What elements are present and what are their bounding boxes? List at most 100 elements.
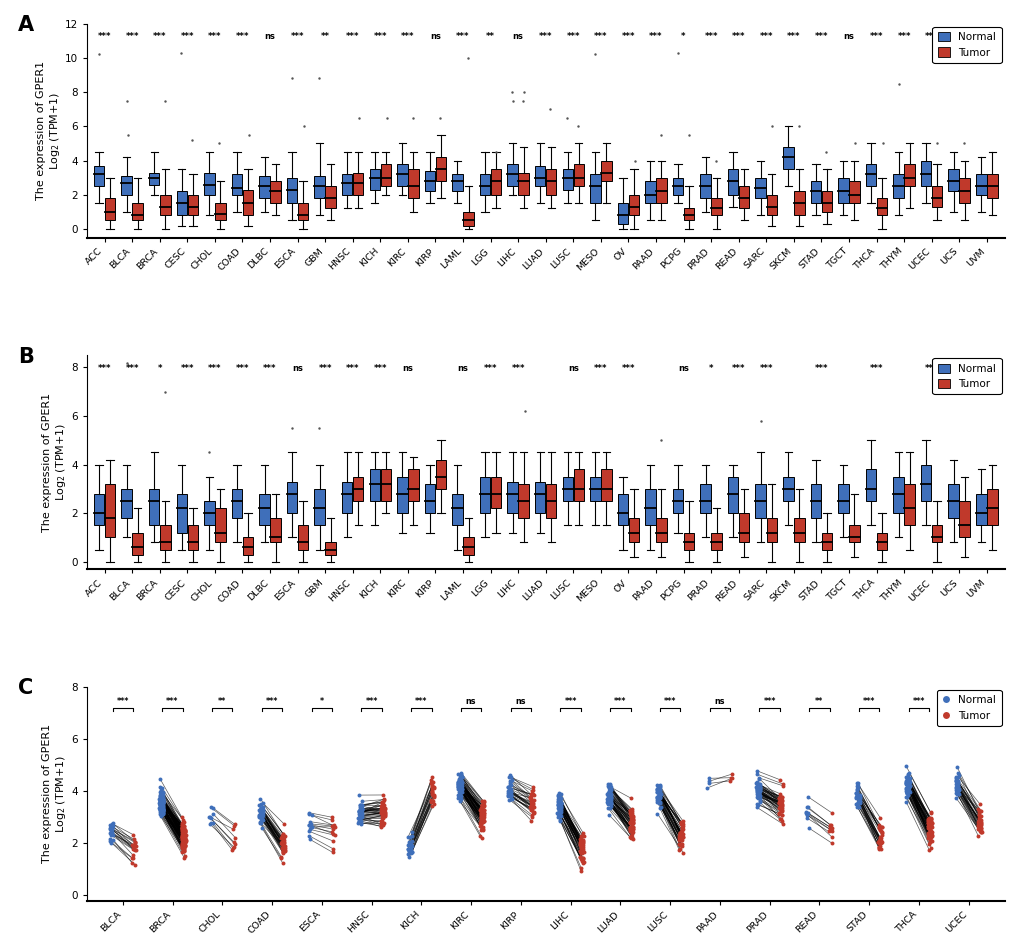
Point bbox=[899, 788, 915, 803]
Point bbox=[922, 825, 938, 840]
Point bbox=[155, 802, 171, 817]
Point bbox=[897, 769, 913, 784]
Point bbox=[174, 824, 191, 839]
Point bbox=[552, 787, 569, 802]
Point bbox=[823, 830, 840, 845]
Point bbox=[552, 802, 569, 817]
Point bbox=[153, 792, 169, 807]
Point bbox=[523, 802, 539, 817]
Point bbox=[350, 815, 366, 830]
Point bbox=[650, 786, 666, 801]
Point bbox=[673, 822, 689, 837]
Point bbox=[671, 830, 687, 846]
Point bbox=[352, 804, 368, 819]
Point bbox=[424, 778, 440, 793]
Point bbox=[522, 797, 538, 812]
Point bbox=[751, 782, 767, 797]
Point bbox=[155, 799, 171, 814]
Point bbox=[326, 828, 342, 843]
Point bbox=[599, 796, 615, 811]
Point bbox=[552, 799, 569, 814]
Point bbox=[154, 794, 170, 810]
Point bbox=[622, 821, 638, 836]
Point bbox=[154, 792, 170, 807]
Point bbox=[873, 819, 890, 834]
Point bbox=[549, 805, 566, 820]
Bar bbox=[187, 194, 198, 215]
Point bbox=[922, 806, 938, 821]
Text: ns: ns bbox=[403, 364, 413, 373]
Bar bbox=[270, 518, 280, 542]
Point bbox=[575, 829, 591, 844]
Bar bbox=[710, 198, 721, 215]
Text: ***: *** bbox=[869, 32, 882, 41]
Point bbox=[175, 829, 192, 844]
Point bbox=[152, 797, 168, 812]
Point bbox=[524, 788, 540, 803]
Bar bbox=[325, 542, 335, 555]
Point bbox=[771, 798, 788, 813]
Text: ***: *** bbox=[962, 698, 974, 706]
Point bbox=[152, 807, 168, 822]
Point bbox=[552, 800, 569, 815]
Point bbox=[950, 782, 966, 797]
Point bbox=[799, 811, 815, 826]
Bar bbox=[105, 484, 115, 538]
Point bbox=[770, 791, 787, 806]
Point bbox=[373, 808, 389, 823]
Point bbox=[899, 785, 915, 800]
Point bbox=[920, 827, 936, 842]
Point bbox=[472, 818, 488, 833]
Point bbox=[550, 789, 567, 804]
Point bbox=[623, 791, 639, 806]
Point bbox=[475, 805, 491, 820]
Point bbox=[947, 769, 963, 784]
Point bbox=[453, 775, 470, 791]
Point bbox=[451, 783, 468, 798]
Point bbox=[153, 793, 169, 809]
Point bbox=[920, 819, 936, 834]
Point bbox=[473, 812, 489, 828]
Point bbox=[649, 791, 665, 806]
Bar bbox=[783, 477, 793, 501]
Point bbox=[103, 821, 119, 836]
Point bbox=[971, 813, 987, 829]
Point bbox=[474, 807, 490, 822]
Point bbox=[155, 790, 171, 805]
Point bbox=[253, 811, 269, 827]
Point bbox=[153, 793, 169, 809]
Point bbox=[324, 833, 340, 848]
Point bbox=[600, 787, 616, 802]
Point bbox=[723, 767, 740, 782]
Point bbox=[324, 822, 340, 837]
Point bbox=[453, 782, 470, 797]
Point bbox=[224, 843, 240, 858]
Bar bbox=[243, 538, 253, 555]
Point bbox=[599, 779, 615, 794]
Point bbox=[651, 790, 667, 805]
Point bbox=[770, 811, 787, 827]
Point bbox=[273, 836, 289, 851]
Point bbox=[771, 800, 788, 815]
Y-axis label: The expression of GPER1
$\mathregular{Log_2}$ (TPM+1): The expression of GPER1 $\mathregular{Lo… bbox=[42, 724, 68, 864]
Point bbox=[651, 786, 667, 801]
Bar bbox=[755, 177, 765, 198]
Point bbox=[899, 776, 915, 792]
Point bbox=[572, 834, 588, 849]
Text: ***: *** bbox=[166, 698, 178, 706]
Point bbox=[403, 839, 419, 854]
Point bbox=[102, 828, 118, 843]
Point bbox=[176, 831, 193, 847]
Point bbox=[175, 829, 192, 844]
Point bbox=[898, 783, 914, 798]
Point bbox=[153, 796, 169, 811]
Bar bbox=[204, 173, 214, 194]
Point bbox=[254, 807, 270, 822]
Text: ***: *** bbox=[98, 32, 111, 41]
Point bbox=[154, 792, 170, 807]
Bar bbox=[931, 525, 942, 542]
Point bbox=[552, 795, 569, 811]
Point bbox=[153, 792, 169, 807]
Point bbox=[155, 793, 171, 808]
Point bbox=[451, 779, 468, 794]
